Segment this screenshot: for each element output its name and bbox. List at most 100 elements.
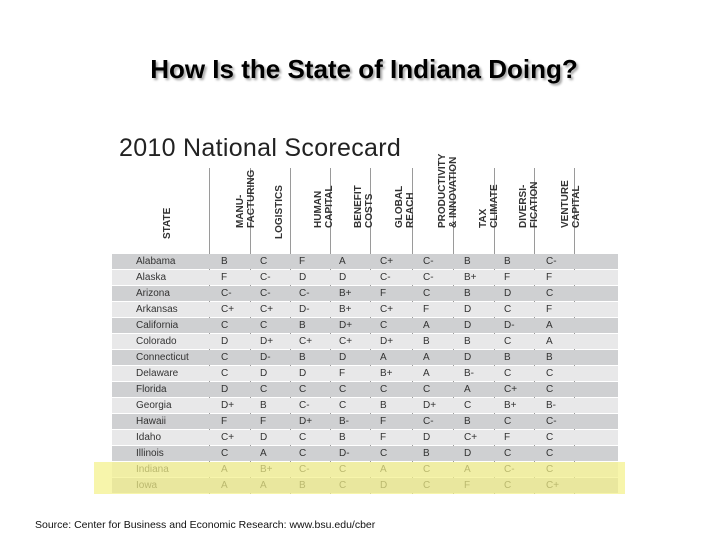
state-name: Hawaii [136,416,167,427]
column-header-label: DIVERSI- FICATION [518,181,540,228]
table-row: Georgia D+ B C- C B D+ C B+ B- [112,398,618,414]
grade-cell: A [339,256,346,267]
grade-cell: B [504,256,511,267]
table-row: Colorado D D+ C+ C+ D+ B B C A [112,334,618,350]
grade-cell: D [464,448,472,459]
grade-cell: D+ [339,320,353,331]
grade-cell: D [221,384,229,395]
row-background [112,302,618,317]
grade-cell: C [423,384,431,395]
grade-cell: B- [339,416,349,427]
grade-cell: C- [423,416,434,427]
grade-cell: A [423,320,430,331]
state-name: Colorado [136,336,177,347]
grade-cell: B [464,336,471,347]
table-row: Delaware C D D F B+ A B- C C [112,366,618,382]
column-header: VENTURE CAPITAL [540,175,582,250]
grade-cell: C [380,384,388,395]
column-header: LOGISTICS [254,175,294,250]
grade-cell: C [504,368,512,379]
column-header: BENEFIT COSTS [333,175,375,250]
row-background [112,350,618,365]
grade-cell: C [221,320,229,331]
grade-cell: D+ [260,336,274,347]
grade-cell: C [504,336,512,347]
grade-cell: D+ [380,336,394,347]
grade-cell: C [221,448,229,459]
grade-cell: B [464,256,471,267]
grade-cell: D [260,368,268,379]
grade-cell: F [299,256,306,267]
grade-cell: C [221,368,229,379]
state-name: Illinois [136,448,164,459]
row-background [112,430,618,445]
grade-cell: C+ [221,304,235,315]
grade-cell: B+ [339,288,352,299]
grade-cell: C [464,400,472,411]
grade-cell: D [464,320,472,331]
grade-cell: D [464,352,472,363]
grade-cell: F [339,368,346,379]
row-background [112,398,618,413]
grade-cell: C- [299,288,310,299]
grade-cell: C+ [221,432,235,443]
slide-title: How Is the State of Indiana Doing? [150,54,578,84]
grade-cell: B [546,352,553,363]
row-background [112,286,618,301]
table-row: Florida D C C C C C A C+ C [112,382,618,398]
column-header: PRODUCTIVITY & INNOVATION [417,154,459,250]
grade-cell: F [260,416,267,427]
grade-cell: C- [260,288,271,299]
state-name: Delaware [136,368,179,379]
grade-cell: C [546,288,554,299]
grade-cell: D [221,336,229,347]
column-header-label: LOGISTICS [274,185,285,239]
grade-cell: B- [546,400,556,411]
grade-cell: C- [221,288,232,299]
grade-cell: C [546,384,554,395]
grade-cell: C+ [380,304,394,315]
grade-cell: A [423,352,430,363]
grade-cell: C- [546,416,557,427]
grade-cell: B [339,432,346,443]
table-row: Idaho C+ D C B F D C+ F C [112,430,618,446]
source-citation: Source: Center for Business and Economic… [35,519,376,531]
grade-cell: D+ [423,400,437,411]
column-header-label: GLOBAL REACH [394,185,416,228]
column-header: TAX CLIMATE [458,175,500,250]
column-header: GLOBAL REACH [374,175,416,250]
grade-cell: C [546,448,554,459]
grade-cell: C [339,400,347,411]
grade-cell: B [423,336,430,347]
scorecard-image: 2010 National Scorecard STATE MANU- FACTUR… [112,130,618,494]
row-background [112,270,618,285]
state-name: Georgia [136,400,172,411]
grade-cell: D [299,272,307,283]
state-column-header: STATE [142,175,182,250]
row-background [112,334,618,349]
grade-cell: A [260,448,267,459]
table-row: California C C B D+ C A D D- A [112,318,618,334]
state-column-header-label: STATE [162,207,173,239]
grade-cell: F [504,432,511,443]
grade-cell: C [299,384,307,395]
table-row: Illinois C A C D- C B D C C [112,446,618,462]
column-header-label: HUMAN CAPITAL [313,185,335,228]
grade-cell: A [546,336,553,347]
grade-cell: B [299,352,306,363]
grade-cell: B [464,288,471,299]
grade-cell: C+ [464,432,478,443]
state-name: California [136,320,179,331]
grade-cell: B [380,400,387,411]
grade-cell: C- [299,400,310,411]
grade-cell: C- [260,272,271,283]
grade-cell: F [546,304,553,315]
grade-cell: C [260,256,268,267]
grade-cell: A [423,368,430,379]
state-name: Arizona [136,288,170,299]
grade-cell: C [299,448,307,459]
grade-cell: C- [423,256,434,267]
column-header: HUMAN CAPITAL [293,175,335,250]
grade-cell: F [221,272,228,283]
grade-cell: C [504,448,512,459]
